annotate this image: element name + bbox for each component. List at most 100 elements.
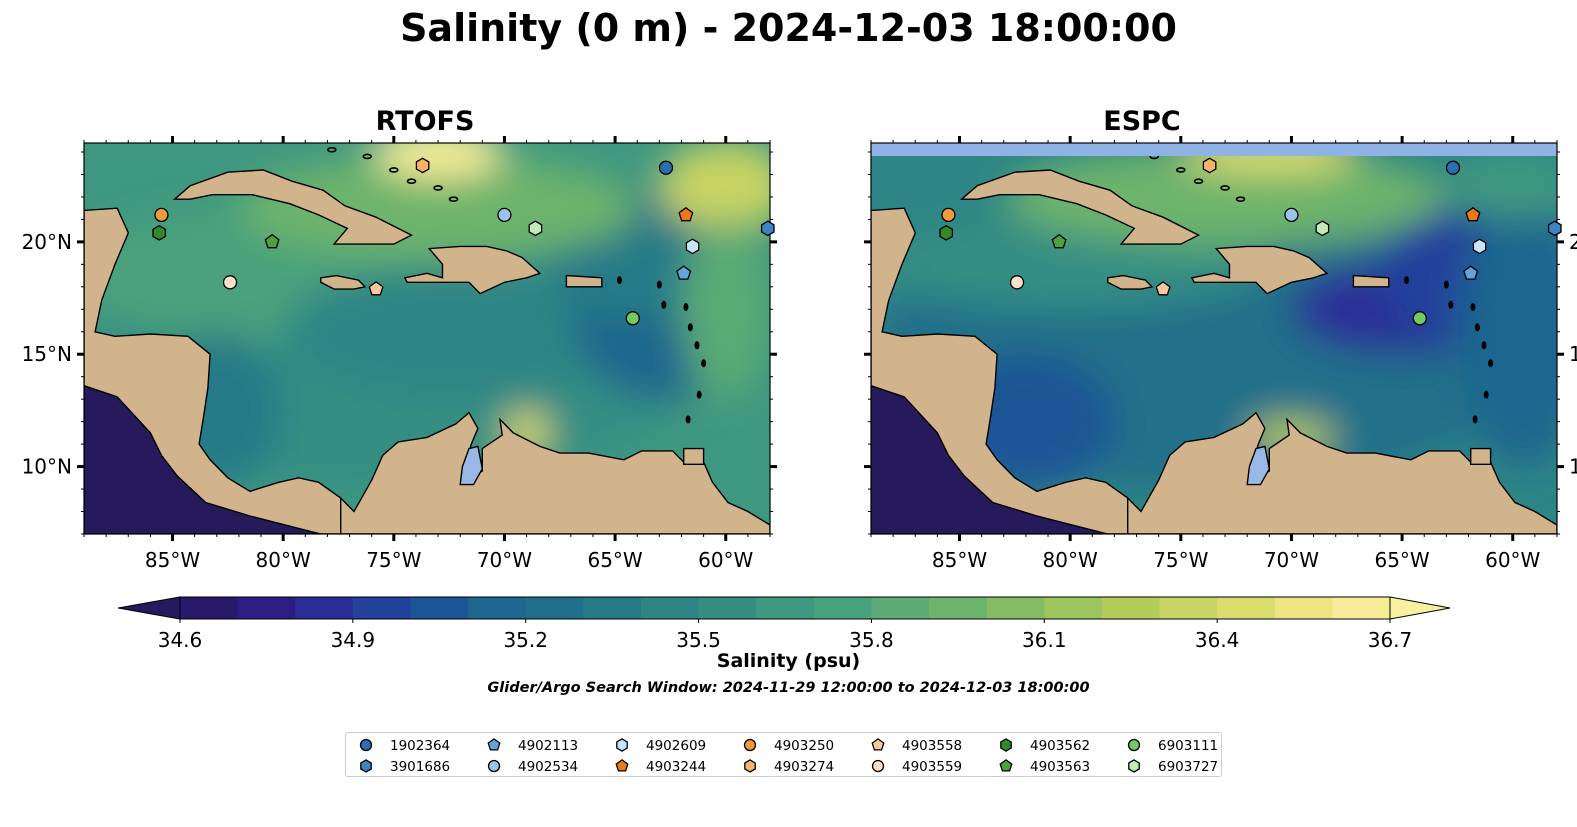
legend-marker-6903111 [1127,738,1141,752]
legend-label: 3901686 [390,759,450,775]
island [1483,390,1489,399]
lon-tick-label: 65°W [587,548,642,572]
legend-label: 6903111 [1158,738,1218,754]
lat-tick-label: 10°N [1569,455,1577,479]
island [1235,196,1246,202]
colorbar-tick-label: 36.1 [1022,628,1067,650]
colorbar-segment [352,597,411,619]
float-marker-4902609 [1472,238,1487,255]
legend-entry-3901686: 3901686 [360,759,450,775]
float-marker-4903562 [152,224,167,241]
legend-entry-4903558: 4903558 [871,738,962,754]
legend-entry-4903250: 4903250 [743,738,834,754]
island [683,303,689,312]
lon-tick-label: 65°W [1374,548,1429,572]
float-marker-4903250 [941,207,956,223]
legend-entry-4903244: 4903244 [615,759,706,775]
float-marker-3901686 [760,220,775,237]
legend-label: 4903250 [774,738,834,754]
island [1193,178,1204,185]
colorbar-tick-label: 35.8 [849,628,894,650]
colorbar-tick-label: 35.5 [676,628,721,650]
island [701,359,707,368]
landmass [320,274,367,290]
island [362,153,373,160]
legend-entry-4902534: 4902534 [487,759,578,775]
float-marker-4903558 [368,281,384,296]
legend-marker-4903250 [743,738,757,752]
landmass [1352,274,1390,288]
colorbar-segment [180,597,239,619]
legend-marker-4903244 [615,759,629,772]
legend-marker-4903562 [1000,738,1012,752]
lon-tick-label: 60°W [698,548,753,572]
colorbar-segment [468,597,527,619]
colorbar-segment [525,597,584,619]
float-marker-6903111 [625,311,640,326]
colorbar-segment [986,597,1045,619]
legend-marker-1902364 [359,738,373,752]
legend-label: 4903558 [902,738,962,754]
island [687,323,693,332]
landmass [565,274,603,288]
island [1448,300,1454,309]
colorbar-segment [1274,597,1333,619]
colorbar-segment [640,597,700,619]
colorbar-segment [929,597,988,619]
colorbar-segment [1044,597,1103,619]
legend-marker-4903274 [744,759,756,773]
colorbar-segment [295,597,354,619]
float-marker-4903563 [1051,233,1067,249]
float-marker-4903558 [1155,281,1171,296]
island [1472,415,1478,424]
lon-tick-label: 60°W [1485,548,1540,572]
float-marker-4902534 [497,207,512,223]
lon-tick-label: 85°W [932,548,987,572]
colorbar-segment [756,597,815,619]
lake-maracaibo [1246,445,1271,486]
colorbar-tick-label: 34.9 [331,628,376,650]
legend-label: 4902113 [518,738,578,754]
float-marker-4903250 [154,207,169,223]
landmass [340,411,770,534]
island [1443,280,1449,289]
colorbar-tick-label: 34.6 [158,628,203,650]
float-marker-4903559 [222,275,238,290]
colorbar-segment [813,597,872,619]
legend-entry-4902609: 4902609 [616,738,706,754]
lat-tick-label: 20°N [22,230,72,254]
legend-label: 4903562 [1030,738,1090,754]
island [685,415,691,424]
float-marker-6903727 [1315,220,1330,237]
legend-marker-4902113 [487,738,501,751]
lake-maracaibo [459,445,484,486]
lon-tick-label: 85°W [145,548,200,572]
float-marker-4903563 [264,233,280,249]
float-legend: 1902364 3901686 4902113 4902534 4902609 49032… [345,732,1222,777]
lat-tick-label: 15°N [1569,342,1577,366]
legend-entry-4903559: 4903559 [871,759,962,775]
landmass [683,447,705,465]
float-marker-6903111 [1412,311,1427,326]
island [1474,323,1480,332]
colorbar-segment [698,597,757,619]
colorbar-label: Salinity (psu) [716,650,861,672]
lat-tick-label: 10°N [22,455,72,479]
island [617,276,623,285]
island [406,178,417,185]
map-frame [83,142,771,535]
legend-marker-6903727 [1128,759,1140,773]
lat-tick-label: 15°N [22,342,72,366]
lon-tick-label: 70°W [1264,548,1319,572]
legend-label: 1902364 [390,738,450,754]
search-window-note: Glider/Argo Search Window: 2024-11-29 12… [487,680,1090,696]
legend-entry-6903111: 6903111 [1127,738,1218,754]
figure-title: Salinity (0 m) - 2024-12-03 18:00:00 [400,6,1177,50]
legend-marker-4903558 [871,738,885,751]
island [696,390,702,399]
colorbar-tick-label: 35.2 [503,628,548,650]
legend-entry-4903562: 4903562 [1000,738,1090,754]
legend-marker-4903563 [999,759,1013,772]
legend-label: 4902609 [646,738,706,754]
colorbar-tick-label: 36.4 [1195,628,1240,650]
